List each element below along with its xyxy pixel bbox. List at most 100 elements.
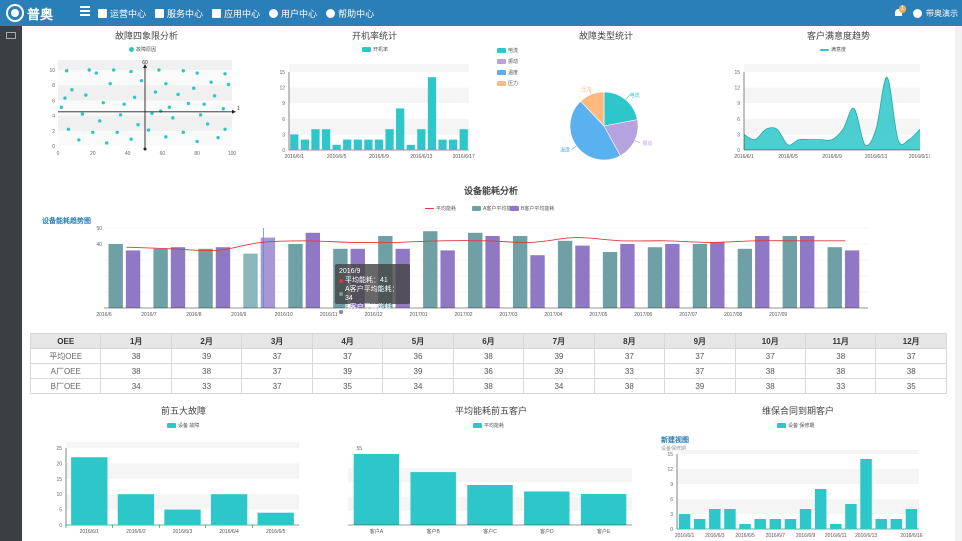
nav-item-help[interactable]: 帮助中心 [326,0,383,26]
bar [311,129,320,150]
nav-item-apps[interactable]: 应用中心 [212,0,269,26]
bar-b [844,250,860,308]
oee-row-label: 平均OEE [29,348,102,364]
notification-bell-icon[interactable]: 1 [894,5,907,18]
y-tick-label: 6 [52,98,55,104]
x-tick-label: 2016/8 [186,312,202,318]
oee-cell: 38 [100,363,172,379]
bar-a [557,240,573,308]
top5-energy-legend[interactable]: 平均能耗 [473,422,504,429]
fault-legend-vibration[interactable]: 振动 [497,58,518,65]
oee-header-label: OEE [29,333,102,349]
x-tick-label: 2016/6/17 [909,154,930,160]
grid-band [677,450,919,454]
app-logo[interactable]: 普奥 [6,3,53,23]
oee-cell: 37 [241,363,313,379]
oee-cell: 39 [523,348,595,364]
bar [860,459,872,529]
oee-cell: 36 [382,348,454,364]
user-name[interactable]: 带奥演示 [926,8,958,18]
top5-faults-legend[interactable]: 设备 故障 [167,422,199,429]
scatter-point [132,95,137,100]
satisfaction-chart-title: 客户满意度趋势 [807,31,871,41]
x-tick-label: 2016/6/1 [675,533,695,539]
bar-b [305,232,321,308]
main-nav: 运营中心 服务中心 应用中心 用户中心 帮助中心 [98,0,383,26]
scatter-point [157,68,161,72]
scatter-point [94,71,98,75]
y-tick-label: 3 [737,132,740,138]
bar [905,509,918,529]
monitor-icon[interactable] [6,32,16,39]
scatter-point [139,78,144,83]
y-tick-label: 15 [279,70,285,76]
bar-a [108,244,123,308]
warranty-bar-chart: 0 3 6 9 12 15 2016/6/1 2016/6/3 2016/6/5 2016/6/7… [667,450,923,539]
nav-item-users[interactable]: 用户中心 [269,0,326,26]
scatter-point [146,128,151,132]
bar [410,472,456,525]
energy-tooltip: 2016/9 平均能耗：41 A客户平均能耗：34 B客户平均能耗：44 [335,264,410,320]
bar [406,144,415,150]
quadrant-legend[interactable]: 故障原因 [129,46,156,53]
y-tick-label: 25 [56,446,62,452]
y-tick-label: 12 [734,86,740,92]
top5-faults-title: 前五大故障 [161,406,207,416]
x-tick-label: 40 [125,151,131,157]
oee-cell: 38 [452,348,525,364]
nav-item-service[interactable]: 服务中心 [155,0,212,26]
h-axis-arrow [232,109,236,114]
scatter-point [221,107,225,111]
bar-b [710,242,725,308]
scatter-point [101,100,105,105]
oee-month-header: 7月 [523,333,595,349]
warranty-legend[interactable]: 设备 保修期 [777,422,814,429]
energy-legend-a[interactable]: A客户平均能耗 [472,205,516,212]
x-tick-label: 2017/09 [769,312,787,318]
bar [353,139,362,150]
warranty-subhead[interactable]: 新建视图 [661,437,689,444]
bar-b [575,245,590,308]
nav-item-operations[interactable]: 运营中心 [98,0,155,26]
user-avatar-icon[interactable] [913,8,922,18]
logo-text: 普奥 [27,6,54,22]
x-tick-label: 2017/06 [634,312,652,318]
x-tick-label: 2016/12 [365,312,383,318]
satisfaction-legend[interactable]: 满意度 [820,46,846,53]
grid-band [289,87,469,104]
x-tick-label: 2017/02 [454,312,472,318]
energy-legend-avg[interactable]: 平均能耗 [425,205,456,212]
uptime-legend[interactable]: 开机率 [362,46,388,53]
bar [385,129,394,150]
energy-legend-b[interactable]: B客户平均能耗 [510,205,554,212]
x-tick-label: 2016/6/3 [173,529,193,535]
scrollbar[interactable] [955,26,962,541]
x-tick-label: 20 [90,151,96,157]
x-tick-label: 2016/6/13 [865,154,887,160]
x-tick-label: 60 [160,151,166,157]
scatter-point [98,119,102,123]
pie-label: 电流 [630,92,640,99]
bar [364,139,373,150]
x-tick-label: 2016/6/11 [825,533,847,539]
satisfaction-area [744,77,920,150]
fault-legend-temperature[interactable]: 温度 [497,69,518,76]
user-icon [269,8,279,18]
scatter-point [164,135,168,139]
bar [459,129,468,150]
fault-type-chart-title: 故障类型统计 [579,31,634,41]
menu-toggle-button[interactable] [80,6,90,16]
fault-legend-current[interactable]: 电流 [497,47,518,54]
sidebar [0,26,22,541]
scatter-point [105,141,109,145]
x-tick-label: 2016/6/1 [285,154,305,160]
scatter-point [84,93,88,97]
fault-legend-pressure[interactable]: 压力 [497,80,518,87]
bar [300,139,310,150]
pie-label-line [588,88,592,95]
bar [524,491,570,525]
x-tick-label: 2016/6/5 [778,154,798,160]
oee-cell: 33 [593,363,666,379]
y-tick-label: 3 [282,132,285,138]
oee-cell: 37 [241,348,313,364]
